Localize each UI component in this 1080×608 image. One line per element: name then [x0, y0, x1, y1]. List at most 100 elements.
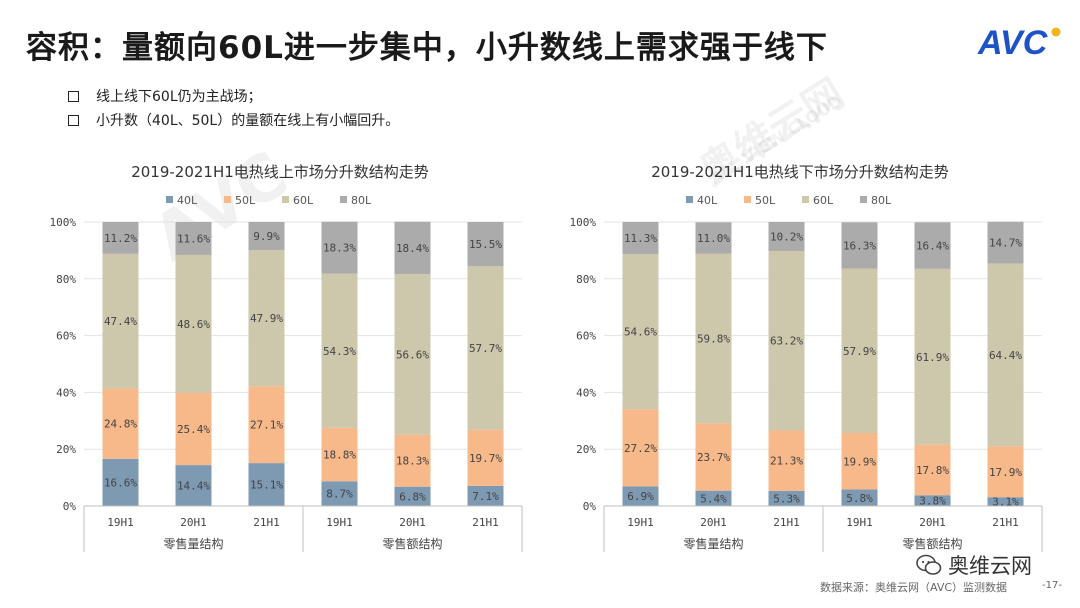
data-label-80L: 11.0% — [697, 232, 730, 245]
bar-segment-80L — [841, 222, 878, 269]
online-structure-chart-svg: 2019-2021H1电热线上市场分升数结构走势 40L 50L 60L 80L 0% 20… — [50, 163, 523, 552]
x-category-label: 19H1 — [627, 516, 654, 529]
bar-segment-40L — [248, 463, 285, 506]
bar-segment-60L — [622, 254, 659, 410]
avc-logo-text: AVC — [977, 24, 1048, 62]
data-label-50L: 21.3% — [770, 455, 803, 468]
bar-segment-40L — [622, 486, 659, 506]
data-label-80L: 9.9% — [253, 230, 280, 243]
data-label-80L: 11.2% — [104, 232, 137, 245]
bar-segment-50L — [175, 392, 212, 466]
bullet-item: 线上线下60L仍为主战场； — [68, 84, 399, 108]
avc-logo: AVC — [977, 24, 1061, 62]
data-label-40L: 14.4% — [177, 480, 210, 493]
bar-segment-80L — [768, 222, 805, 251]
group-label: 零售额结构 — [382, 536, 442, 551]
wechat-account-name: 奥维云网 — [948, 554, 1032, 578]
square-bullet-icon — [68, 90, 79, 102]
bar-segment-50L — [321, 427, 358, 482]
bar-segment-50L — [102, 388, 139, 459]
bullet-text: 小升数（40L、50L）的量额在线上有小幅回升。 — [96, 113, 400, 129]
legend-swatch-80L — [860, 196, 867, 203]
bar-segment-50L — [467, 429, 504, 486]
bar-segment-60L — [914, 268, 951, 445]
data-label-60L: 61.9% — [916, 351, 949, 364]
bar-segment-80L — [394, 221, 431, 274]
bar-segment-40L — [987, 497, 1024, 506]
bar-segment-80L — [914, 222, 951, 269]
data-label-40L: 16.6% — [104, 476, 137, 489]
chart-title: 2019-2021H1电热线上市场分升数结构走势 — [131, 163, 429, 181]
bar-segment-60L — [321, 273, 358, 428]
group-label: 零售量结构 — [163, 536, 223, 551]
bullet-text: 线上线下60L仍为主战场； — [96, 89, 262, 105]
bar-segment-60L — [175, 254, 212, 393]
wechat-badge: 奥维云网 — [916, 550, 1032, 580]
legend-label-50L: 50L — [755, 194, 776, 207]
y-tick-label: 100% — [50, 216, 77, 229]
legend-label-60L: 60L — [293, 194, 314, 207]
data-label-40L: 8.7% — [326, 488, 353, 501]
legend-swatch-40L — [166, 196, 173, 203]
wechat-icon — [916, 554, 942, 575]
y-tick-label: 60% — [56, 330, 76, 343]
x-category-label: 20H1 — [399, 516, 426, 529]
data-label-80L: 18.3% — [323, 242, 356, 255]
bar-segment-40L — [175, 465, 212, 506]
data-label-40L: 5.3% — [773, 492, 800, 505]
x-category-label: 21H1 — [472, 516, 499, 529]
bullet-item: 小升数（40L、50L）的量额在线上有小幅回升。 — [68, 108, 399, 132]
legend-label-50L: 50L — [235, 194, 256, 207]
y-tick-label: 20% — [576, 443, 596, 456]
bar-segment-60L — [248, 250, 285, 387]
square-bullet-icon — [68, 114, 79, 126]
data-label-60L: 63.2% — [770, 335, 803, 348]
bar-segment-40L — [695, 490, 732, 506]
x-category-label: 19H1 — [846, 516, 873, 529]
legend-label-40L: 40L — [697, 194, 718, 207]
bar-segment-50L — [394, 434, 431, 487]
data-label-40L: 6.8% — [399, 490, 426, 503]
data-label-60L: 57.7% — [469, 342, 502, 355]
legend-label-80L: 80L — [871, 194, 892, 207]
group-label: 零售额结构 — [902, 536, 962, 551]
bar-segment-80L — [622, 222, 659, 255]
data-label-60L: 47.4% — [104, 315, 137, 328]
data-label-80L: 11.6% — [177, 232, 210, 245]
x-category-label: 20H1 — [700, 516, 727, 529]
data-label-60L: 59.8% — [697, 332, 730, 345]
y-tick-label: 100% — [570, 216, 597, 229]
bar-segment-60L — [467, 266, 504, 430]
offline-structure-chart-svg: 2019-2021H1电热线下市场分升数结构走势 40L 50L 60L 80L 0% 20… — [570, 163, 1043, 552]
legend-label-60L: 60L — [813, 194, 834, 207]
data-label-80L: 14.7% — [989, 237, 1022, 250]
bar-segment-80L — [467, 222, 504, 267]
y-tick-label: 60% — [576, 330, 596, 343]
legend-label-80L: 80L — [351, 194, 372, 207]
bar-segment-40L — [394, 486, 431, 506]
legend-label-40L: 40L — [177, 194, 198, 207]
bar-segment-80L — [321, 221, 358, 274]
data-label-60L: 47.9% — [250, 312, 283, 325]
bar-segment-50L — [987, 446, 1024, 498]
bar-segment-60L — [841, 268, 878, 434]
data-label-50L: 23.7% — [697, 451, 730, 464]
offline-structure-chart: 2019-2021H1电热线下市场分升数结构走势 40L 50L 60L 80L 0% 20… — [540, 160, 1060, 560]
x-category-label: 19H1 — [326, 516, 353, 529]
y-tick-label: 0% — [63, 500, 77, 513]
bar-segment-40L — [914, 495, 951, 506]
bar-segment-80L — [695, 222, 732, 254]
y-tick-label: 80% — [56, 273, 76, 286]
data-label-40L: 15.1% — [250, 479, 283, 492]
chart-title: 2019-2021H1电热线下市场分升数结构走势 — [651, 163, 949, 181]
bar-segment-80L — [987, 221, 1024, 264]
data-label-40L: 5.4% — [700, 492, 727, 505]
online-structure-chart: 2019-2021H1电热线上市场分升数结构走势 40L 50L 60L 80L 0% 20… — [20, 160, 540, 560]
data-label-50L: 24.8% — [104, 418, 137, 431]
data-label-60L: 54.6% — [624, 326, 657, 339]
bar-segment-50L — [914, 444, 951, 496]
data-label-40L: 5.8% — [846, 492, 873, 505]
data-label-50L: 19.9% — [843, 455, 876, 468]
data-label-40L: 3.8% — [919, 495, 946, 508]
data-label-60L: 54.3% — [323, 345, 356, 358]
